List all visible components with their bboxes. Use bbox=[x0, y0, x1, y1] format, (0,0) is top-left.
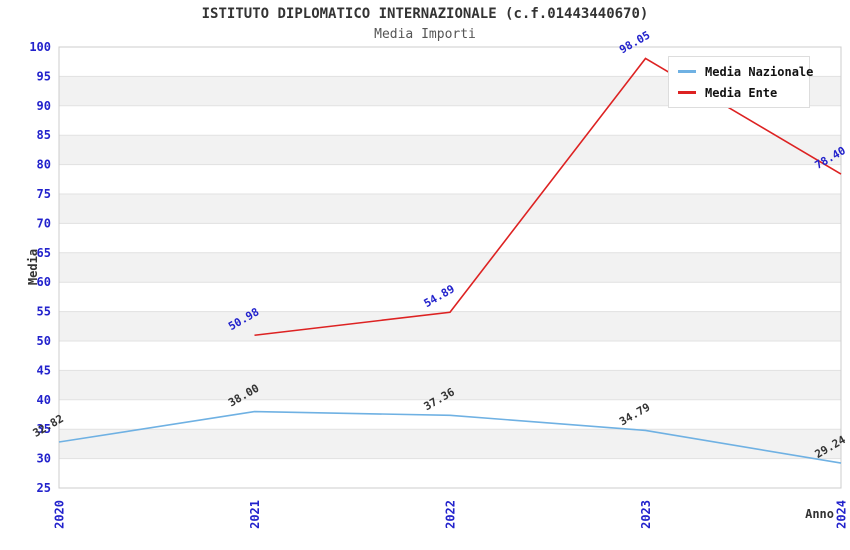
grid-band bbox=[59, 252, 841, 283]
y-tick-label: 65 bbox=[37, 246, 51, 260]
y-tick-label: 35 bbox=[37, 422, 51, 436]
y-tick-label: 70 bbox=[37, 216, 51, 230]
y-tick-label: 40 bbox=[37, 393, 51, 407]
legend-item-media-nazionale: Media Nazionale bbox=[678, 61, 813, 82]
series-line-media-nazionale bbox=[58, 410, 842, 464]
y-tick-label: 90 bbox=[37, 99, 51, 113]
legend-label: Media Ente bbox=[705, 85, 778, 100]
legend-label: Media Nazionale bbox=[705, 64, 814, 79]
x-tick-label: 2021 bbox=[248, 500, 262, 529]
series-line-media-ente bbox=[254, 57, 842, 337]
chart-subtitle: Media Importi bbox=[374, 27, 476, 42]
grid-band bbox=[59, 135, 841, 165]
grid-band bbox=[59, 370, 841, 400]
x-tick-label: 2024 bbox=[835, 500, 849, 529]
y-tick-label: 50 bbox=[37, 334, 51, 348]
y-tick-label: 85 bbox=[37, 128, 51, 142]
y-tick-label: 95 bbox=[37, 69, 51, 83]
y-tick-label: 60 bbox=[37, 275, 51, 289]
y-tick-label: 80 bbox=[37, 158, 51, 172]
y-tick-label: 45 bbox=[37, 363, 51, 377]
legend-swatch-media-nazionale bbox=[678, 70, 696, 73]
grid-band bbox=[59, 429, 841, 459]
grid-band bbox=[59, 194, 841, 224]
point-label: 34.79 bbox=[617, 400, 652, 428]
plot-frame bbox=[58, 46, 842, 489]
grid-band bbox=[59, 311, 841, 341]
chart-title: ISTITUTO DIPLOMATICO INTERNAZIONALE (c.f… bbox=[201, 6, 649, 22]
legend-box: Media Nazionale Media Ente bbox=[668, 56, 813, 108]
y-axis-title: Media bbox=[26, 248, 40, 286]
x-tick-label: 2022 bbox=[444, 500, 458, 529]
legend-item-media-ente: Media Ente bbox=[678, 82, 800, 103]
y-tick-label: 25 bbox=[37, 481, 51, 495]
point-label: 54.89 bbox=[422, 282, 457, 310]
legend-swatch-media-ente bbox=[678, 91, 696, 94]
y-tick-label: 75 bbox=[37, 187, 51, 201]
x-axis-title: Anno bbox=[805, 507, 834, 521]
y-tick-label: 100 bbox=[29, 40, 51, 54]
y-tick-label: 55 bbox=[37, 305, 51, 319]
x-tick-label: 2023 bbox=[639, 500, 653, 529]
x-tick-label: 2020 bbox=[53, 500, 67, 529]
y-tick-label: 30 bbox=[37, 452, 51, 466]
point-label: 98.05 bbox=[617, 29, 652, 57]
